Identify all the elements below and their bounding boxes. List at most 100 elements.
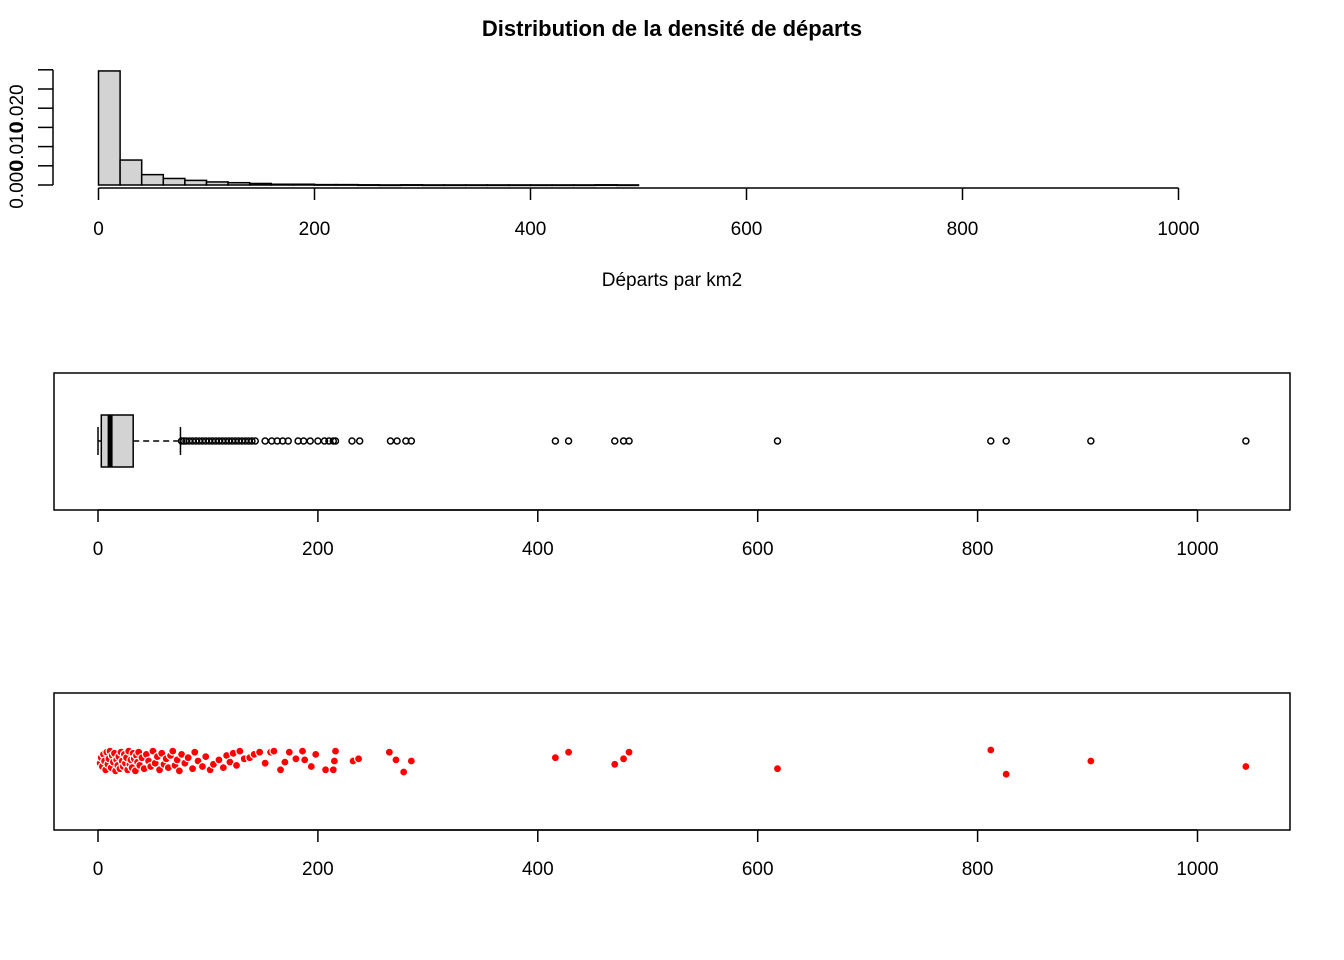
strip-point <box>255 747 265 757</box>
strip-point <box>330 746 341 756</box>
strip-point <box>235 746 245 756</box>
x-tick-label: 1000 <box>1176 859 1218 880</box>
outlier-point <box>564 437 573 445</box>
outlier-point <box>386 437 395 445</box>
strip-point <box>269 746 279 756</box>
x-tick-label: 1000 <box>1157 219 1199 240</box>
outlier-point <box>987 437 995 445</box>
histogram-bar <box>140 173 165 186</box>
strip-point <box>231 760 242 771</box>
histogram-bar <box>572 184 597 187</box>
histogram-bar <box>227 181 251 186</box>
strip-point <box>399 767 409 777</box>
histogram-bar <box>378 184 402 187</box>
outlier-point <box>314 437 322 445</box>
box-iqr <box>100 414 134 468</box>
outlier-point <box>284 437 292 445</box>
outlier-point <box>248 437 256 445</box>
histogram-bar <box>443 184 467 187</box>
x-tick-label: 200 <box>299 219 331 240</box>
histogram-bar <box>162 177 186 186</box>
outlier-point <box>1002 437 1010 445</box>
strip-point <box>320 765 331 775</box>
x-tick-label: 600 <box>742 539 774 560</box>
strip-point <box>328 765 338 775</box>
strip-point <box>563 747 574 757</box>
x-tick-label: 400 <box>522 539 554 560</box>
y-tick-label: 0.000 <box>7 161 28 209</box>
histogram-bars <box>97 70 640 187</box>
histogram-bar <box>313 183 337 186</box>
histogram-bar <box>119 159 143 186</box>
stripchart-frame <box>53 692 1291 831</box>
histogram-bar <box>292 183 316 186</box>
strip-point <box>297 746 308 756</box>
strip-point <box>187 764 198 774</box>
strip-point <box>1086 756 1096 766</box>
strip-point <box>284 747 294 757</box>
outlier-point <box>407 437 416 445</box>
boxplot-panel: 0 200 400 600 800 1000 <box>53 372 1291 560</box>
histogram-bar <box>551 184 575 187</box>
outlier-point <box>393 437 401 445</box>
histogram-bar <box>464 184 489 187</box>
y-tick-label: 0.020 <box>7 84 28 132</box>
stripchart-points <box>95 745 1251 779</box>
x-tick-label: 800 <box>947 219 979 240</box>
strip-point <box>406 756 416 766</box>
histogram-bar <box>421 184 445 187</box>
strip-point <box>201 751 211 762</box>
x-tick-label: 800 <box>962 859 994 880</box>
strip-point <box>190 747 200 757</box>
histogram-panel: Distribution de la densité de départs 0.… <box>7 16 1200 291</box>
strip-point <box>260 758 270 768</box>
boxplot-outliers <box>177 437 1250 445</box>
strip-point <box>618 754 629 764</box>
histogram-bar <box>508 184 532 187</box>
histogram-x-axis: 0 200 400 600 800 1000 <box>93 187 1200 240</box>
histogram-bar <box>335 183 359 186</box>
stripchart-x-axis: 0 200 400 600 800 1000 <box>93 829 1219 880</box>
x-tick-label: 800 <box>962 539 994 560</box>
strip-point <box>772 764 783 774</box>
strip-point <box>275 765 286 775</box>
chart-title: Distribution de la densité de départs <box>482 16 862 41</box>
outlier-point <box>1087 437 1095 445</box>
strip-point <box>197 761 208 772</box>
strip-point <box>1001 769 1011 779</box>
histogram-bar <box>248 182 273 186</box>
outlier-point <box>320 437 329 445</box>
x-axis-label: Départs par km2 <box>602 270 742 291</box>
boxplot-body <box>97 414 182 468</box>
strip-point <box>610 759 620 769</box>
histogram-bar <box>184 179 208 186</box>
outlier-point <box>1242 437 1250 445</box>
strip-point <box>214 755 224 765</box>
outlier-point <box>611 437 619 445</box>
strip-point <box>174 766 184 776</box>
strip-point <box>311 749 321 760</box>
histogram-bar <box>205 181 229 186</box>
histogram-bar <box>616 184 640 187</box>
histogram-bar <box>594 184 618 187</box>
strip-point <box>291 754 301 764</box>
x-tick-label: 1000 <box>1176 539 1218 560</box>
strip-point <box>391 755 401 765</box>
histogram-bar <box>97 70 121 186</box>
outlier-point <box>355 437 364 445</box>
x-tick-label: 0 <box>93 859 104 880</box>
strip-point <box>168 746 178 756</box>
strip-point <box>306 761 316 772</box>
strip-point <box>624 747 634 757</box>
strip-point <box>218 762 228 773</box>
histogram-bar <box>356 184 381 187</box>
outlier-point <box>306 437 314 445</box>
x-tick-label: 400 <box>515 219 547 240</box>
x-tick-label: 600 <box>742 859 774 880</box>
histogram-bar <box>270 183 294 186</box>
y-tick-label: 0.010 <box>7 123 28 171</box>
strip-point <box>353 754 364 764</box>
histogram-bar <box>486 184 510 187</box>
outlier-point <box>331 437 340 445</box>
